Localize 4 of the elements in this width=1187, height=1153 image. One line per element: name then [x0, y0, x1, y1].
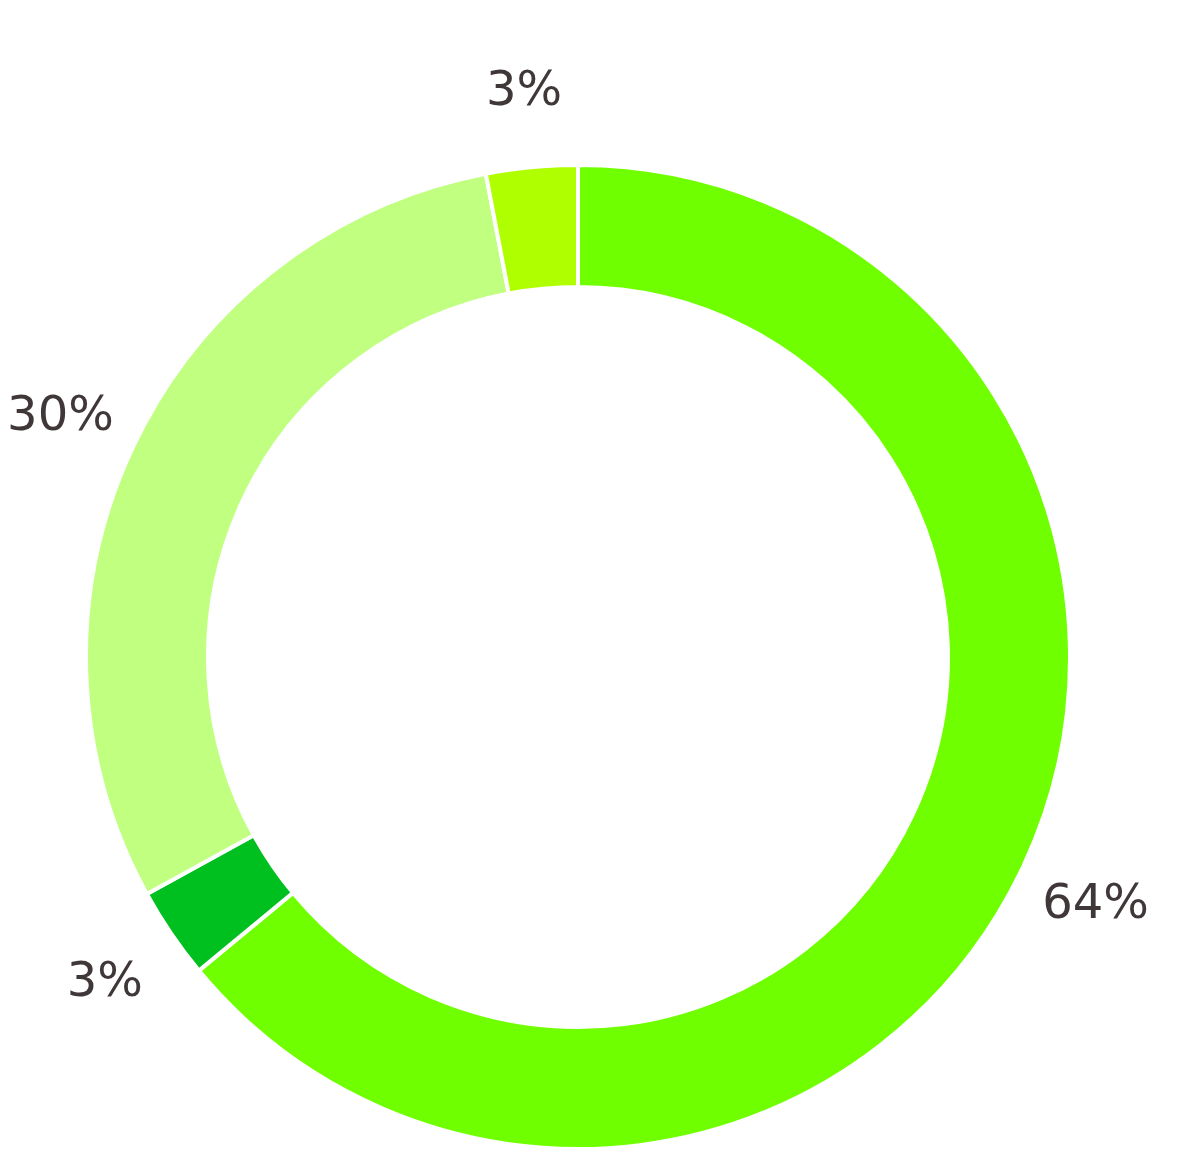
data-label: 3%	[486, 59, 563, 116]
data-label: 64%	[1042, 872, 1149, 929]
data-label: 3%	[66, 950, 143, 1007]
data-label: 30%	[7, 385, 114, 442]
